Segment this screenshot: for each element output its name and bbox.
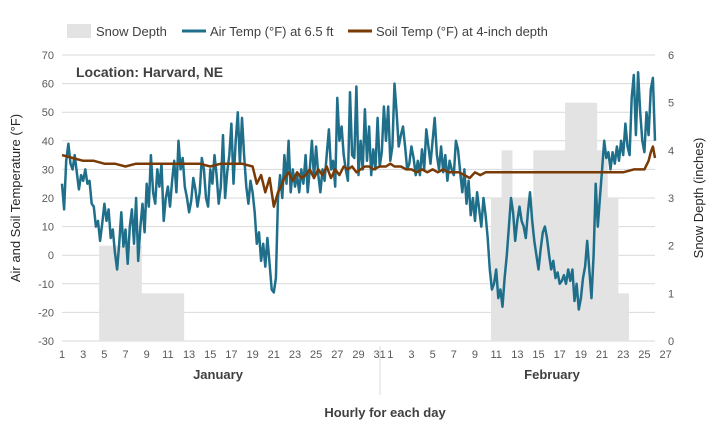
x-tick-label-february-19: 19 (575, 349, 587, 361)
y-tick-label-1: -20 (38, 307, 54, 319)
x-tick-label-february-15: 15 (532, 349, 544, 361)
y2-tick-label-3: 3 (668, 193, 674, 205)
x-tick-label-february-23: 23 (617, 349, 629, 361)
y2-tick-label-4: 4 (668, 145, 674, 157)
legend-label-air-temp: Air Temp (°F) at 6.5 ft (210, 24, 334, 39)
snow-depth-bar-53 (618, 293, 629, 341)
snow-depth-bar-9 (152, 293, 164, 341)
y-axis-left-title: Air and Soil Temperature (°F) (8, 114, 23, 282)
snow-depth-bar-6 (120, 245, 132, 341)
x-tick-label-february-13: 13 (511, 349, 523, 361)
x-tick-label-january-11: 11 (162, 349, 173, 361)
y2-tick-label-5: 5 (668, 98, 674, 110)
snow-depth-bar-43 (512, 198, 524, 341)
x-tick-label-february-5: 5 (430, 349, 436, 361)
x-tick-label-february-1: 1 (387, 349, 393, 361)
legend-label-snow-depth: Snow Depth (96, 24, 167, 39)
snow-depth-bar-5 (109, 245, 121, 341)
month-label-february: February (524, 367, 580, 382)
y-tick-label-3: 0 (48, 250, 54, 262)
x-tick-label-january-25: 25 (310, 349, 322, 361)
y-tick-label-2: -10 (38, 279, 54, 291)
y2-tick-label-1: 1 (668, 288, 674, 300)
x-tick-label-january-29: 29 (352, 349, 364, 361)
y2-tick-label-0: 0 (668, 336, 674, 348)
x-tick-label-january-15: 15 (204, 349, 216, 361)
x-tick-label-february-27: 27 (659, 349, 671, 361)
y-tick-label-10: 70 (42, 50, 54, 62)
x-tick-label-january-5: 5 (101, 349, 107, 361)
soil-temp-line (61, 145, 657, 208)
snow-depth-bar-11 (173, 293, 185, 341)
y-axis-right-title: Snow Depth (inches) (691, 138, 706, 259)
x-tick-label-february-25: 25 (638, 349, 650, 361)
x-axis-title: Hourly for each day (324, 405, 446, 420)
location-annotation: Location: Harvard, NE (76, 64, 223, 80)
snow-depth-bar-51 (596, 150, 608, 341)
y-tick-label-0: -30 (38, 336, 54, 348)
air-temp-line (60, 70, 657, 311)
x-tick-label-january-3: 3 (80, 349, 86, 361)
snow-depth-bar-49 (575, 102, 587, 342)
snow-depth-bar-50 (586, 102, 598, 342)
snow-depth-bar-45 (533, 150, 545, 341)
snow-depth-bar-46 (543, 150, 555, 341)
snow-depth-bar-48 (565, 102, 576, 342)
x-tick-label-january-19: 19 (246, 349, 258, 361)
y2-tick-label-6: 6 (668, 50, 674, 62)
snow-depth-bar-8 (141, 293, 153, 341)
x-tick-label-february-3: 3 (408, 349, 414, 361)
y-tick-label-8: 50 (42, 107, 54, 119)
snow-depth-bar-10 (162, 293, 174, 341)
x-axis-ticks: 1357911131517192123252729311357911131517… (59, 349, 672, 361)
x-tick-label-january-21: 21 (268, 349, 280, 361)
y-tick-label-6: 30 (42, 164, 54, 176)
legend-swatch-snow-depth (67, 24, 91, 38)
x-tick-label-january-13: 13 (183, 349, 195, 361)
temperature-series (60, 70, 657, 311)
y-tick-label-4: 10 (42, 222, 54, 234)
y-tick-label-9: 60 (42, 79, 54, 91)
x-tick-label-january-7: 7 (122, 349, 128, 361)
y2-tick-label-2: 2 (668, 241, 674, 253)
y-axis-left-ticks: -30 -20 -10 0 10 20 30 40 50 60 70 (38, 50, 54, 348)
legend-label-soil-temp: Soil Temp (°F) at 4-inch depth (376, 24, 548, 39)
x-tick-label-january-17: 17 (225, 349, 237, 361)
snow-depth-bar-47 (554, 150, 566, 341)
x-tick-label-february-17: 17 (554, 349, 566, 361)
snow-depth-bar-44 (522, 198, 534, 341)
snow-depth-bar-52 (607, 198, 619, 341)
snow-depth-bar-7 (130, 245, 142, 341)
snow-depth-bar-4 (99, 245, 111, 341)
x-tick-label-january-27: 27 (331, 349, 343, 361)
x-tick-label-january-23: 23 (289, 349, 301, 361)
x-tick-label-february-11: 11 (490, 349, 501, 361)
x-tick-label-february-7: 7 (451, 349, 457, 361)
month-label-january: January (193, 367, 244, 382)
legend: Snow Depth Air Temp (°F) at 6.5 ft Soil … (67, 24, 548, 39)
x-tick-label-january-9: 9 (144, 349, 150, 361)
y-tick-label-7: 40 (42, 136, 54, 148)
y-axis-right-ticks: 0 1 2 3 4 5 6 (668, 50, 674, 348)
x-tick-label-february-21: 21 (596, 349, 608, 361)
y-tick-label-5: 20 (42, 193, 54, 205)
x-tick-label-february-9: 9 (472, 349, 478, 361)
x-tick-label-january-1: 1 (59, 349, 65, 361)
